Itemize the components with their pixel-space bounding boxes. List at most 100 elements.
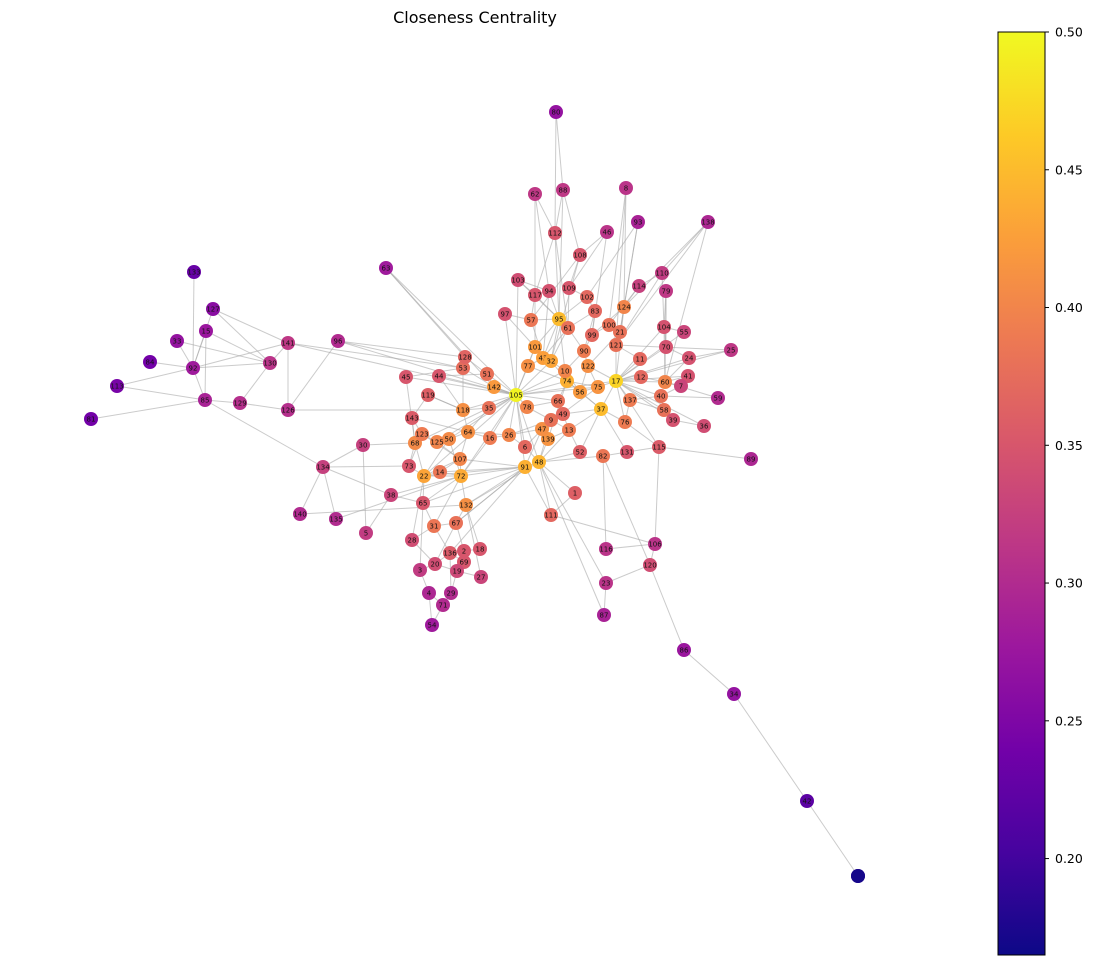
node-marker (421, 388, 435, 402)
node-marker (544, 413, 558, 427)
node-label: 48 (535, 459, 544, 467)
network-node: 121 (609, 338, 623, 352)
node-label: 43 (539, 355, 548, 363)
node-marker (643, 558, 657, 572)
node-label: 140 (293, 511, 306, 519)
node-label: 59 (714, 395, 723, 403)
network-node: 73 (402, 459, 416, 473)
network-edge (649, 564, 685, 651)
network-node: 120 (643, 558, 657, 572)
node-label: 82 (599, 453, 608, 461)
node-label: 141 (281, 340, 294, 348)
node-marker (458, 350, 472, 364)
node-label: 42 (803, 798, 812, 806)
node-marker (573, 248, 587, 262)
network-edge (460, 437, 491, 477)
node-marker (552, 312, 566, 326)
node-label: 63 (382, 265, 391, 273)
node-marker (562, 423, 576, 437)
network-edge (205, 330, 271, 364)
network-edge (515, 394, 540, 463)
node-marker (597, 608, 611, 622)
network-edge (661, 272, 665, 328)
node-marker (430, 435, 444, 449)
network-edge (664, 381, 719, 399)
node-marker (473, 542, 487, 556)
network-edge (587, 331, 621, 367)
node-marker (359, 526, 373, 540)
network-node: 41 (681, 369, 695, 383)
network-node: 116 (599, 542, 613, 556)
node-marker (558, 364, 572, 378)
node-label: 7 (679, 383, 683, 391)
node-label: 67 (452, 520, 461, 528)
node-marker (186, 361, 200, 375)
network-edge (287, 342, 464, 369)
network-node: 132 (459, 498, 473, 512)
network-edge (460, 466, 526, 477)
network-node: 61 (561, 321, 575, 335)
node-marker (659, 284, 673, 298)
network-edge (524, 466, 552, 516)
network-node: 2 (457, 544, 471, 558)
network-edge (530, 254, 581, 321)
node-marker (800, 794, 814, 808)
node-marker (674, 379, 688, 393)
network-edges (90, 111, 859, 877)
node-marker (444, 586, 458, 600)
node-marker (483, 431, 497, 445)
node-marker (356, 438, 370, 452)
node-label: 18 (476, 546, 485, 554)
node-label: 52 (576, 449, 585, 457)
node-label: 96 (334, 338, 343, 346)
colorbar: 0.20 0.25 0.30 0.35 0.40 0.45 0.50 (997, 25, 1083, 956)
network-edge (90, 399, 206, 420)
colorbar-tick-label: 0.45 (1055, 162, 1083, 177)
node-marker (701, 215, 715, 229)
node-marker (459, 498, 473, 512)
node-marker (509, 388, 523, 402)
node-label: 76 (621, 419, 630, 427)
network-edge (239, 402, 289, 411)
network-edge (299, 466, 324, 515)
node-marker (415, 427, 429, 441)
network-node: 96 (331, 334, 345, 348)
node-label: 119 (421, 392, 434, 400)
node-marker (449, 516, 463, 530)
network-edge (335, 475, 462, 520)
network-edge (212, 308, 271, 364)
node-label: 32 (547, 358, 556, 366)
network-node: 58 (657, 403, 671, 417)
node-label: 11 (636, 356, 645, 364)
network-edge (538, 461, 605, 616)
node-marker (443, 546, 457, 560)
node-marker (623, 393, 637, 407)
network-edge (615, 380, 662, 397)
network-node: 35 (482, 401, 496, 415)
network-node: 19 (450, 564, 464, 578)
node-marker (498, 307, 512, 321)
network-node: 107 (453, 452, 467, 466)
network-edge (605, 564, 651, 584)
node-marker (585, 328, 599, 342)
network-edge (204, 330, 207, 401)
network-edge (542, 318, 560, 359)
node-label: 21 (616, 329, 625, 337)
node-marker (681, 369, 695, 383)
node-label: 113 (110, 383, 123, 391)
node-label: 83 (591, 308, 600, 316)
network-edge (538, 455, 604, 463)
network-node: 101 (528, 340, 542, 354)
network-edge (608, 187, 627, 326)
node-label: 46 (603, 229, 612, 237)
node-marker (544, 354, 558, 368)
colorbar-tick-label: 0.35 (1055, 438, 1083, 453)
network-node: 34 (727, 687, 741, 701)
node-marker (143, 355, 157, 369)
node-marker (417, 469, 431, 483)
network-node: 91 (518, 460, 532, 474)
node-marker (487, 380, 501, 394)
node-label: 45 (402, 374, 411, 382)
node-marker (233, 396, 247, 410)
node-marker (474, 570, 488, 584)
